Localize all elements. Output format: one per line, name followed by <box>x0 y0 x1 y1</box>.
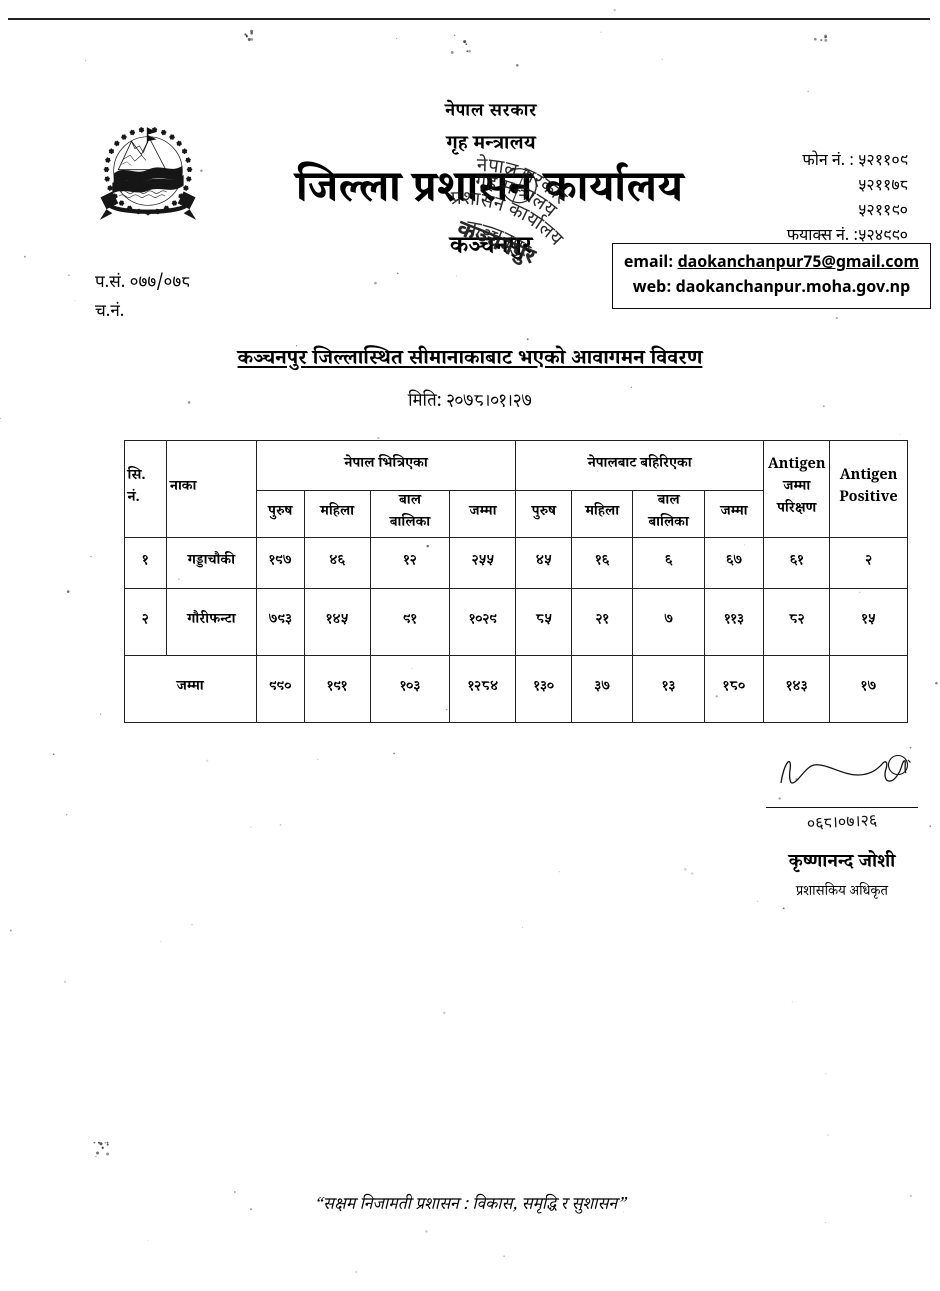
svg-text:०६८।०७।२६: ०६८।०७।२६ <box>806 811 877 833</box>
